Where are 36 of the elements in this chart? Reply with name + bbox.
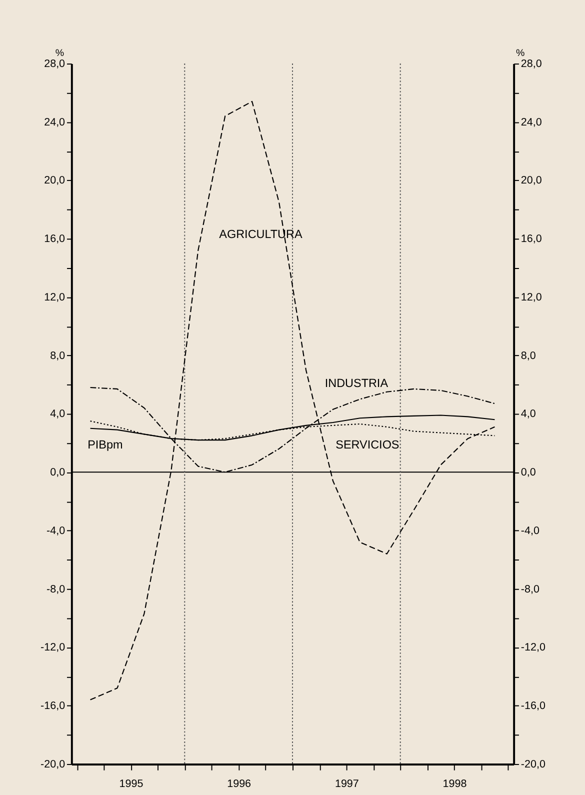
- y2-tick-label: 24,0: [520, 116, 542, 128]
- y-tick-label: 4,0: [50, 408, 66, 420]
- y2-tick-label: 0,0: [520, 466, 536, 479]
- series-label: SERVICIOS: [336, 438, 400, 452]
- y2-tick-label: 4,0: [520, 408, 536, 420]
- y2-axis-title: %: [516, 48, 526, 60]
- y-tick-label: -8,0: [46, 583, 66, 596]
- x-tick-label: 1997: [334, 778, 359, 790]
- y-tick-label: 28,0: [44, 58, 66, 70]
- y-axis-title: %: [55, 48, 64, 60]
- y-tick-label: -16,0: [40, 700, 66, 712]
- x-tick-label: 1996: [227, 778, 252, 790]
- y2-tick-label: -16,0: [520, 700, 546, 712]
- series-label: INDUSTRIA: [324, 377, 388, 390]
- y-tick-label: -12,0: [40, 642, 66, 654]
- y-tick-label: 8,0: [50, 350, 66, 362]
- y-tick-label: 0,0: [50, 466, 66, 479]
- y2-tick-label: -20,0: [520, 758, 546, 770]
- y2-tick-label: -8,0: [520, 583, 540, 596]
- y2-tick-label: -4,0: [520, 524, 540, 537]
- series-label: AGRICULTURA: [219, 228, 302, 242]
- x-tick-label: 1998: [442, 778, 467, 790]
- y-tick-label: 20,0: [44, 174, 66, 187]
- y2-tick-label: 28,0: [520, 58, 542, 70]
- x-tick-label: 1995: [119, 778, 144, 790]
- y2-tick-label: 8,0: [520, 350, 536, 362]
- y2-tick-label: 16,0: [520, 233, 542, 246]
- y-tick-label: 12,0: [44, 291, 66, 304]
- y-tick-label: 24,0: [44, 116, 66, 128]
- series-label: PIBpm: [88, 438, 123, 452]
- y-tick-label: 16,0: [44, 233, 66, 246]
- y2-tick-label: 12,0: [520, 291, 542, 304]
- y-tick-label: -4,0: [46, 524, 66, 537]
- y2-tick-label: 20,0: [520, 174, 542, 187]
- y-tick-label: -20,0: [40, 758, 66, 770]
- y2-tick-label: -12,0: [520, 642, 546, 654]
